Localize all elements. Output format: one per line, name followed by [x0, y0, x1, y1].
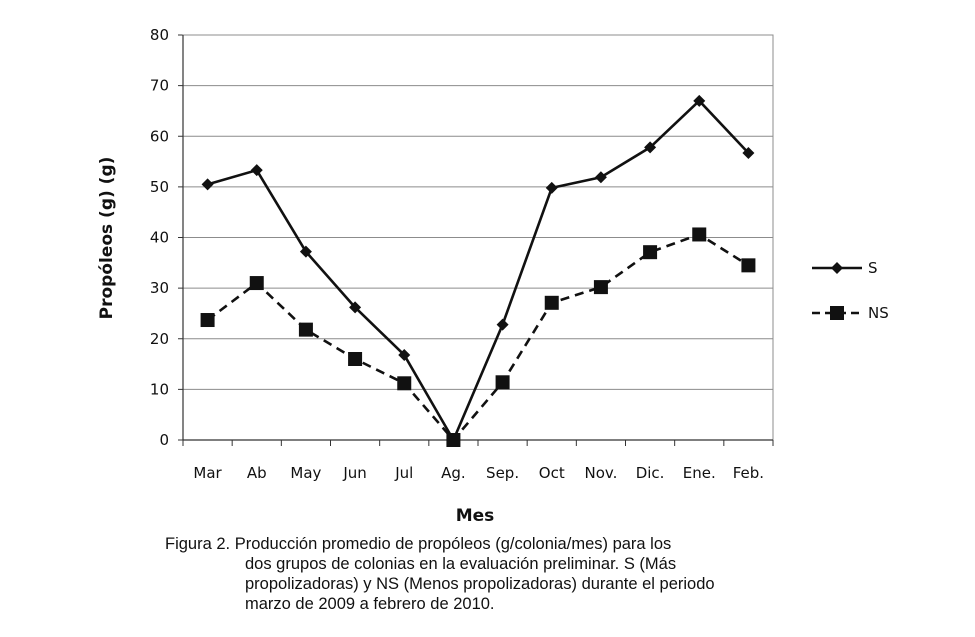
- data-point-s: [398, 348, 411, 361]
- y-tick-labels: 0 10 20 30 40 50 60 70 80: [150, 26, 169, 449]
- x-tick-label: Ene.: [683, 464, 716, 482]
- grid-lines: [183, 34, 773, 390]
- data-point-ns: [298, 322, 313, 337]
- y-tick-label: 80: [150, 26, 169, 44]
- legend: S NS: [812, 259, 889, 322]
- x-tick-label: Nov.: [584, 464, 617, 482]
- data-point-s: [742, 146, 755, 159]
- x-tick-label: Ag.: [441, 464, 466, 482]
- data-point-s: [496, 318, 509, 331]
- x-tick-label: Mar: [193, 464, 222, 482]
- data-point-s: [349, 301, 362, 314]
- x-tick-label: Jun: [342, 464, 366, 482]
- x-tick-label: Jul: [394, 464, 413, 482]
- data-point-ns: [544, 295, 559, 310]
- data-point-ns: [446, 433, 461, 447]
- data-point-s: [299, 245, 312, 258]
- y-tick-label: 20: [150, 330, 169, 348]
- series-group: [200, 94, 756, 447]
- series-line-ns: [206, 233, 750, 442]
- x-axis-title: Mes: [456, 506, 495, 526]
- data-point-s: [201, 178, 214, 191]
- data-point-s: [250, 164, 263, 177]
- x-tick-label: Ab: [247, 464, 267, 482]
- axes: [178, 34, 774, 446]
- data-point-s: [644, 141, 657, 154]
- x-tick-label: May: [290, 464, 321, 482]
- data-point-s: [545, 181, 558, 194]
- figure-caption-first-line: Figura 2. Producción promedio de propóle…: [165, 535, 672, 553]
- series-line-s: [207, 99, 750, 442]
- data-point-ns: [495, 375, 510, 390]
- data-point-s: [693, 94, 706, 107]
- data-point-ns: [643, 245, 658, 260]
- data-point-ns: [200, 313, 215, 328]
- y-tick-label: 0: [159, 431, 169, 449]
- y-tick-label: 50: [150, 178, 169, 196]
- x-tick-labels: Mar Ab May Jun Jul Ag. Sep. Oct Nov. Dic. Ene. Feb.: [193, 464, 764, 482]
- legend-label-ns: NS: [868, 304, 889, 322]
- x-tick-label: Sep.: [486, 464, 519, 482]
- y-tick-label: 40: [150, 229, 169, 247]
- y-tick-label: 70: [150, 77, 169, 95]
- legend-marker-s: [831, 262, 843, 274]
- legend-label-s: S: [868, 259, 878, 277]
- figure-caption-line: dos grupos de colonias en la evaluación …: [245, 555, 677, 573]
- y-axis-title: Propóleos (g) (g): [97, 157, 117, 320]
- data-point-s: [594, 171, 607, 184]
- data-point-ns: [249, 276, 264, 291]
- figure-caption-line: propolizadoras) y NS (Menos propolizador…: [245, 575, 715, 593]
- x-tick-label: Oct: [539, 464, 565, 482]
- y-tick-label: 60: [150, 127, 169, 145]
- data-point-ns: [348, 352, 363, 366]
- y-tick-label: 10: [150, 380, 169, 398]
- legend-marker-ns: [830, 306, 844, 320]
- data-point-ns: [397, 376, 412, 391]
- y-tick-label: 30: [150, 279, 169, 297]
- figure-caption-line: marzo de 2009 a febrero de 2010.: [245, 595, 495, 613]
- data-point-ns: [593, 280, 608, 295]
- x-tick-label: Dic.: [636, 464, 665, 482]
- data-point-ns: [741, 258, 756, 273]
- data-point-ns: [692, 227, 707, 242]
- x-tick-label: Feb.: [733, 464, 764, 482]
